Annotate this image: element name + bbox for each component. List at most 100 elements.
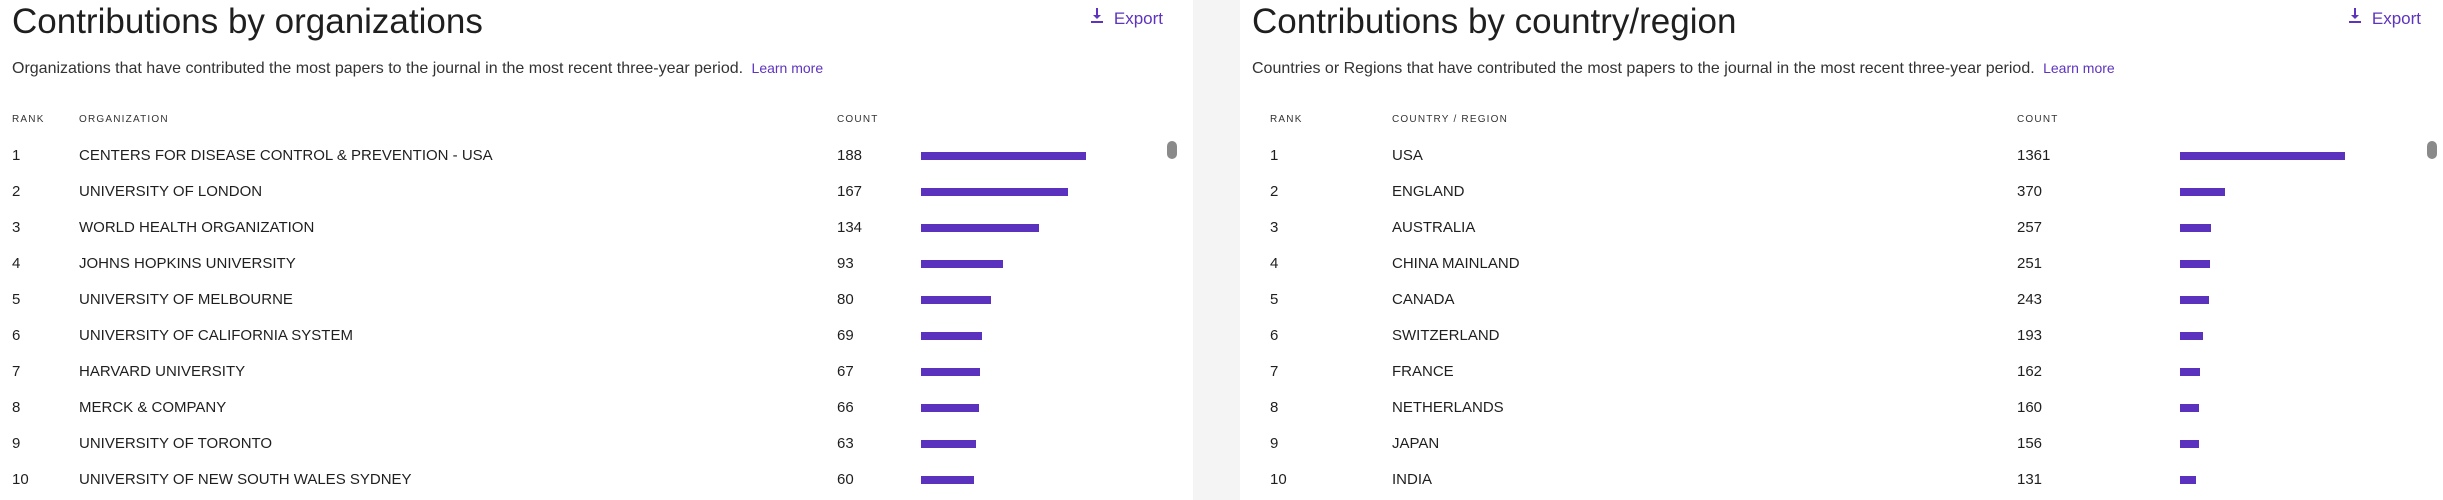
table-row: 4 JOHNS HOPKINS UNIVERSITY 93	[0, 246, 1193, 282]
rank-cell: 6	[12, 327, 21, 344]
count-bar	[2180, 368, 2200, 376]
count-bar	[921, 224, 1039, 232]
rank-cell: 9	[1270, 435, 1279, 452]
count-bar	[921, 260, 1003, 268]
count-bar	[2180, 224, 2211, 232]
name-cell: JOHNS HOPKINS UNIVERSITY	[79, 255, 296, 272]
export-button[interactable]: Export	[1090, 8, 1163, 29]
export-label: Export	[1113, 8, 1163, 28]
table-row: 5 CANADA 243	[1240, 282, 2443, 318]
count-bar	[921, 332, 982, 340]
count-bar	[921, 188, 1068, 196]
table-row: 8 NETHERLANDS 160	[1240, 390, 2443, 426]
name-cell: UNIVERSITY OF MELBOURNE	[79, 291, 293, 308]
panel-description: Countries or Regions that have contribut…	[1252, 60, 2115, 78]
rank-cell: 8	[12, 399, 21, 416]
scrollbar-thumb[interactable]	[1167, 141, 1177, 159]
count-bar	[2180, 296, 2209, 304]
description-text: Countries or Regions that have contribut…	[1252, 60, 2035, 77]
name-cell: UNIVERSITY OF NEW SOUTH WALES SYDNEY	[79, 471, 412, 488]
name-cell: USA	[1392, 147, 1423, 164]
count-cell: 67	[837, 363, 854, 380]
rank-column-header: RANK	[1270, 114, 1303, 125]
count-cell: 60	[837, 471, 854, 488]
rank-cell: 3	[1270, 219, 1279, 236]
countries-panel: Contributions by country/region Export C…	[1240, 0, 2443, 500]
name-cell: HARVARD UNIVERSITY	[79, 363, 246, 380]
name-cell: ENGLAND	[1392, 183, 1465, 200]
count-cell: 188	[837, 147, 863, 164]
count-bar	[921, 440, 976, 448]
table-row: 9 JAPAN 156	[1240, 426, 2443, 462]
table-row: 6 SWITZERLAND 193	[1240, 318, 2443, 354]
table-row: 4 CHINA MAINLAND 251	[1240, 246, 2443, 282]
count-cell: 193	[2017, 327, 2043, 344]
count-bar	[2180, 440, 2199, 448]
count-cell: 251	[2017, 255, 2043, 272]
country-region-column-header: COUNTRY / REGION	[1392, 114, 1509, 125]
rank-cell: 1	[1270, 147, 1279, 164]
rank-cell: 8	[1270, 399, 1279, 416]
table-row: 2 UNIVERSITY OF LONDON 167	[0, 174, 1193, 210]
table-row: 5 UNIVERSITY OF MELBOURNE 80	[0, 282, 1193, 318]
count-cell: 80	[837, 291, 854, 308]
rank-cell: 4	[12, 255, 21, 272]
table-row: 10 INDIA 131	[1240, 462, 2443, 498]
count-cell: 1361	[2017, 147, 2051, 164]
count-cell: 243	[2017, 291, 2043, 308]
count-bar	[2180, 152, 2345, 160]
name-cell: CHINA MAINLAND	[1392, 255, 1520, 272]
table-row: 8 MERCK & COMPANY 66	[0, 390, 1193, 426]
table-row: 7 FRANCE 162	[1240, 354, 2443, 390]
learn-more-link[interactable]: Learn more	[751, 60, 824, 76]
count-bar	[921, 296, 991, 304]
organization-column-header: ORGANIZATION	[79, 114, 169, 125]
count-cell: 134	[837, 219, 863, 236]
count-cell: 257	[2017, 219, 2043, 236]
count-cell: 156	[2017, 435, 2043, 452]
count-cell: 63	[837, 435, 854, 452]
scrollbar-thumb[interactable]	[2427, 141, 2437, 159]
name-cell: FRANCE	[1392, 363, 1454, 380]
table-row: 1 USA 1361	[1240, 138, 2443, 174]
name-cell: JAPAN	[1392, 435, 1440, 452]
name-cell: SWITZERLAND	[1392, 327, 1500, 344]
count-bar	[921, 152, 1086, 160]
count-bar	[2180, 476, 2196, 484]
count-bar	[921, 404, 979, 412]
table-row: 3 WORLD HEALTH ORGANIZATION 134	[0, 210, 1193, 246]
count-cell: 160	[2017, 399, 2043, 416]
rank-cell: 2	[1270, 183, 1279, 200]
count-cell: 69	[837, 327, 854, 344]
name-cell: NETHERLANDS	[1392, 399, 1504, 416]
table-row: 9 UNIVERSITY OF TORONTO 63	[0, 426, 1193, 462]
learn-more-link[interactable]: Learn more	[2043, 60, 2115, 76]
panel-description: Organizations that have contributed the …	[12, 60, 823, 78]
count-bar	[2180, 188, 2225, 196]
count-cell: 167	[837, 183, 863, 200]
count-bar	[921, 368, 980, 376]
download-icon	[2348, 8, 2362, 29]
rank-cell: 4	[1270, 255, 1279, 272]
name-cell: MERCK & COMPANY	[79, 399, 227, 416]
export-button[interactable]: Export	[2348, 8, 2421, 29]
name-cell: AUSTRALIA	[1392, 219, 1476, 236]
rank-cell: 6	[1270, 327, 1279, 344]
rank-column-header: RANK	[12, 114, 45, 125]
table-row: 10 UNIVERSITY OF NEW SOUTH WALES SYDNEY 60	[0, 462, 1193, 498]
download-icon	[1090, 8, 1104, 29]
name-cell: UNIVERSITY OF CALIFORNIA SYSTEM	[79, 327, 353, 344]
rank-cell: 2	[12, 183, 21, 200]
rank-cell: 3	[12, 219, 21, 236]
count-cell: 131	[2017, 471, 2043, 488]
rank-cell: 5	[1270, 291, 1279, 308]
count-cell: 66	[837, 399, 854, 416]
count-cell: 370	[2017, 183, 2043, 200]
rank-cell: 10	[1270, 471, 1287, 488]
count-cell: 162	[2017, 363, 2043, 380]
name-cell: CENTERS FOR DISEASE CONTROL & PREVENTION…	[79, 147, 493, 164]
count-bar	[2180, 404, 2199, 412]
name-cell: UNIVERSITY OF LONDON	[79, 183, 263, 200]
count-cell: 93	[837, 255, 854, 272]
table-row: 1 CENTERS FOR DISEASE CONTROL & PREVENTIO…	[0, 138, 1193, 174]
